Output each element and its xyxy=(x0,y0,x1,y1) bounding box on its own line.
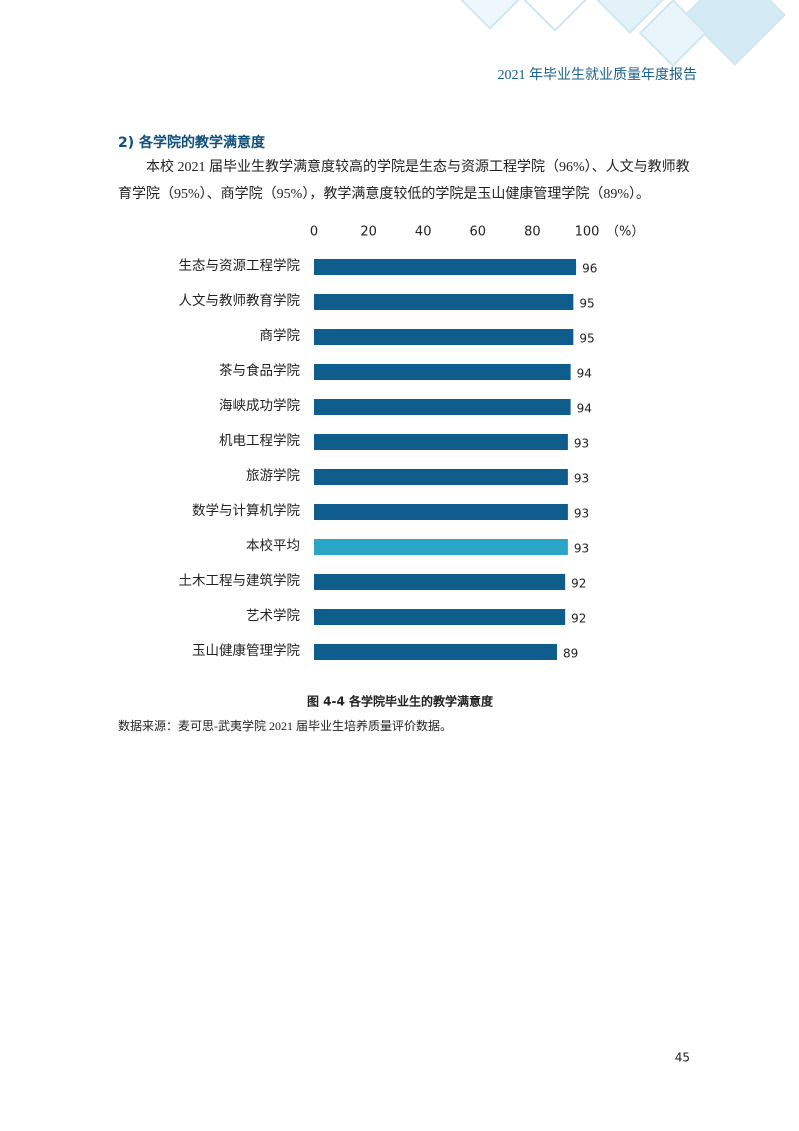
x-tick-label: 0 xyxy=(310,225,318,240)
bar xyxy=(314,294,574,310)
bar xyxy=(314,329,574,345)
bar xyxy=(314,434,568,450)
value-label: 92 xyxy=(571,612,586,626)
y-tick-label: 生态与资源工程学院 xyxy=(179,258,301,273)
paragraph-line: 育学院（95%）、商学院（95%），教学满意度较低的学院是玉山健康管理学院（89… xyxy=(118,185,650,202)
section-heading: 2) 各学院的教学满意度 xyxy=(118,134,266,151)
x-unit: （%） xyxy=(606,225,644,240)
y-tick-label: 旅游学院 xyxy=(246,468,300,483)
bar xyxy=(314,574,566,590)
value-label: 94 xyxy=(577,402,592,416)
x-tick-label: 40 xyxy=(415,225,432,240)
value-label: 93 xyxy=(574,472,589,486)
x-tick-label: 60 xyxy=(470,225,487,240)
bar xyxy=(314,504,568,520)
caption: 图 4-4 各学院毕业生的教学满意度 xyxy=(307,694,494,709)
y-tick-label: 机电工程学院 xyxy=(219,433,300,448)
bar xyxy=(314,399,571,415)
value-label: 93 xyxy=(574,542,589,556)
y-tick-label: 艺术学院 xyxy=(246,608,300,623)
y-tick-label: 玉山健康管理学院 xyxy=(192,642,300,658)
value-label: 96 xyxy=(582,262,597,276)
value-label: 92 xyxy=(571,577,586,591)
page-number: 45 xyxy=(675,1051,690,1065)
bar xyxy=(314,364,571,380)
y-tick-label: 数学与计算机学院 xyxy=(192,503,300,518)
y-tick-label: 茶与食品学院 xyxy=(219,362,300,378)
value-label: 95 xyxy=(579,297,594,311)
value-label: 93 xyxy=(574,437,589,451)
paragraph-line: 本校 2021 届毕业生教学满意度较高的学院是生态与资源工程学院（96%）、人文… xyxy=(146,158,690,175)
value-label: 93 xyxy=(574,507,589,521)
decoration xyxy=(460,0,786,67)
x-tick-label: 100 xyxy=(575,225,600,240)
y-tick-label: 本校平均 xyxy=(246,537,300,553)
y-tick-label: 人文与教师教育学院 xyxy=(179,293,301,308)
bar xyxy=(314,469,568,485)
bar xyxy=(314,539,568,555)
bar xyxy=(314,259,577,275)
x-tick-label: 20 xyxy=(360,225,377,240)
value-label: 89 xyxy=(563,647,578,661)
bar xyxy=(314,644,557,660)
y-tick-label: 海峡成功学院 xyxy=(219,398,300,413)
source: 数据来源：麦可思-武夷学院 2021 届毕业生培养质量评价数据。 xyxy=(118,718,452,733)
value-label: 94 xyxy=(577,367,592,381)
header-title: 2021 年毕业生就业质量年度报告 xyxy=(498,67,698,83)
x-tick-label: 80 xyxy=(524,225,541,240)
bar xyxy=(314,609,566,625)
y-tick-label: 土木工程与建筑学院 xyxy=(179,573,301,588)
y-tick-label: 商学院 xyxy=(260,328,301,343)
value-label: 95 xyxy=(579,332,594,346)
